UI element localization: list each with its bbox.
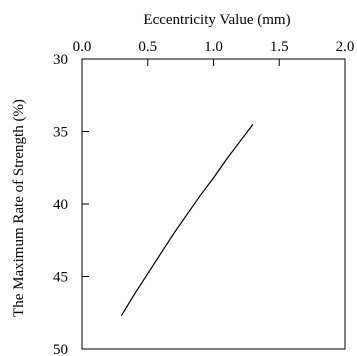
y-tick-label: 45 (53, 270, 68, 286)
y-axis-title: The Maximum Rate of Strength (%) (11, 99, 27, 317)
x-tick-label: 0.0 (73, 39, 92, 55)
plot-area-frame (81, 58, 346, 350)
y-tick-label: 50 (53, 342, 68, 356)
x-axis-ticks: 0.0 0.5 1.0 1.5 2.0 (73, 39, 355, 66)
x-tick-label: 0.5 (138, 39, 157, 55)
y-axis-ticks: 30 35 40 45 50 (53, 52, 89, 356)
series-layer (120, 123, 254, 317)
x-axis-title: Eccentricity Value (mm) (143, 12, 290, 28)
x-tick-label: 2.0 (336, 39, 355, 55)
y-tick-label: 40 (53, 197, 68, 213)
y-tick-label: 30 (53, 52, 68, 68)
x-tick-label: 1.0 (204, 39, 223, 55)
series-line (120, 123, 254, 317)
x-tick-label: 1.5 (270, 39, 289, 55)
y-tick-label: 35 (53, 125, 68, 141)
